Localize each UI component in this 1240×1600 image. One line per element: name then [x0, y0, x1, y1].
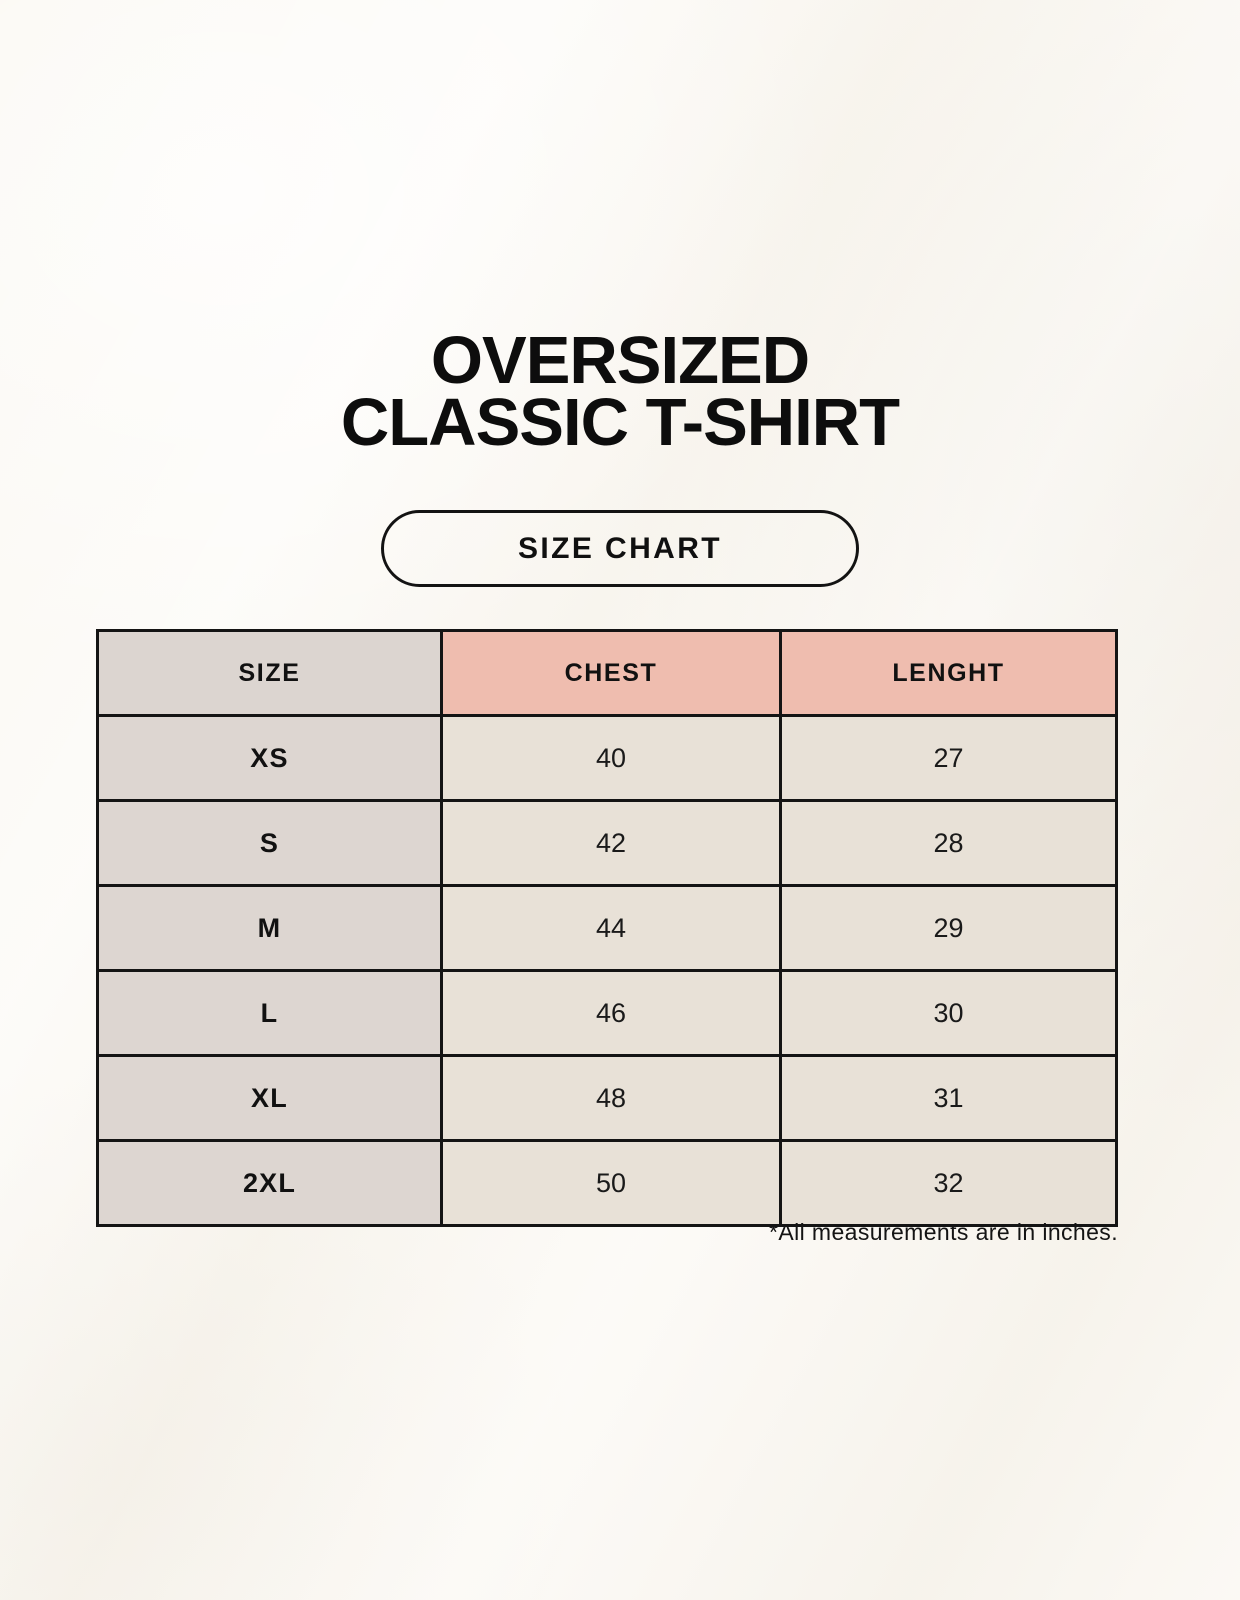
cell-size: L	[96, 969, 443, 1057]
cell-chest: 40	[440, 714, 782, 802]
size-table: SIZE CHEST LENGHT XS 40 27 S 42 28 M	[96, 629, 1118, 1227]
column-header-size: SIZE	[96, 629, 443, 717]
size-chart-badge: SIZE CHART	[381, 510, 859, 587]
cell-size: XS	[96, 714, 443, 802]
cell-chest: 44	[440, 884, 782, 972]
cell-chest: 42	[440, 799, 782, 887]
table-row: L 46 30	[96, 969, 1118, 1057]
table-row: 2XL 50 32	[96, 1139, 1118, 1227]
column-header-length: LENGHT	[779, 629, 1118, 717]
cell-chest: 46	[440, 969, 782, 1057]
cell-size: S	[96, 799, 443, 887]
cell-chest: 50	[440, 1139, 782, 1227]
page-title: OVERSIZED CLASSIC T-SHIRT	[0, 323, 1240, 460]
cell-size: 2XL	[96, 1139, 443, 1227]
size-chart-badge-label: SIZE CHART	[518, 531, 722, 565]
cell-size: XL	[96, 1054, 443, 1142]
cell-chest: 48	[440, 1054, 782, 1142]
cell-length: 29	[779, 884, 1118, 972]
table-row: XL 48 31	[96, 1054, 1118, 1142]
table-row: XS 40 27	[96, 714, 1118, 802]
table-row: S 42 28	[96, 799, 1118, 887]
cell-length: 30	[779, 969, 1118, 1057]
table-header-row: SIZE CHEST LENGHT	[96, 629, 1118, 717]
size-chart-badge-wrap: SIZE CHART	[0, 510, 1240, 587]
cell-size: M	[96, 884, 443, 972]
cell-length: 32	[779, 1139, 1118, 1227]
cell-length: 27	[779, 714, 1118, 802]
cell-length: 28	[779, 799, 1118, 887]
title-line-1: OVERSIZED	[430, 323, 810, 398]
cell-length: 31	[779, 1054, 1118, 1142]
column-header-chest: CHEST	[440, 629, 782, 717]
table-row: M 44 29	[96, 884, 1118, 972]
title-line-2: CLASSIC T-SHIRT	[340, 385, 900, 460]
measurement-note: *All measurements are in inches.	[768, 1219, 1118, 1245]
size-table-wrap: SIZE CHEST LENGHT XS 40 27 S 42 28 M	[96, 629, 1118, 1227]
